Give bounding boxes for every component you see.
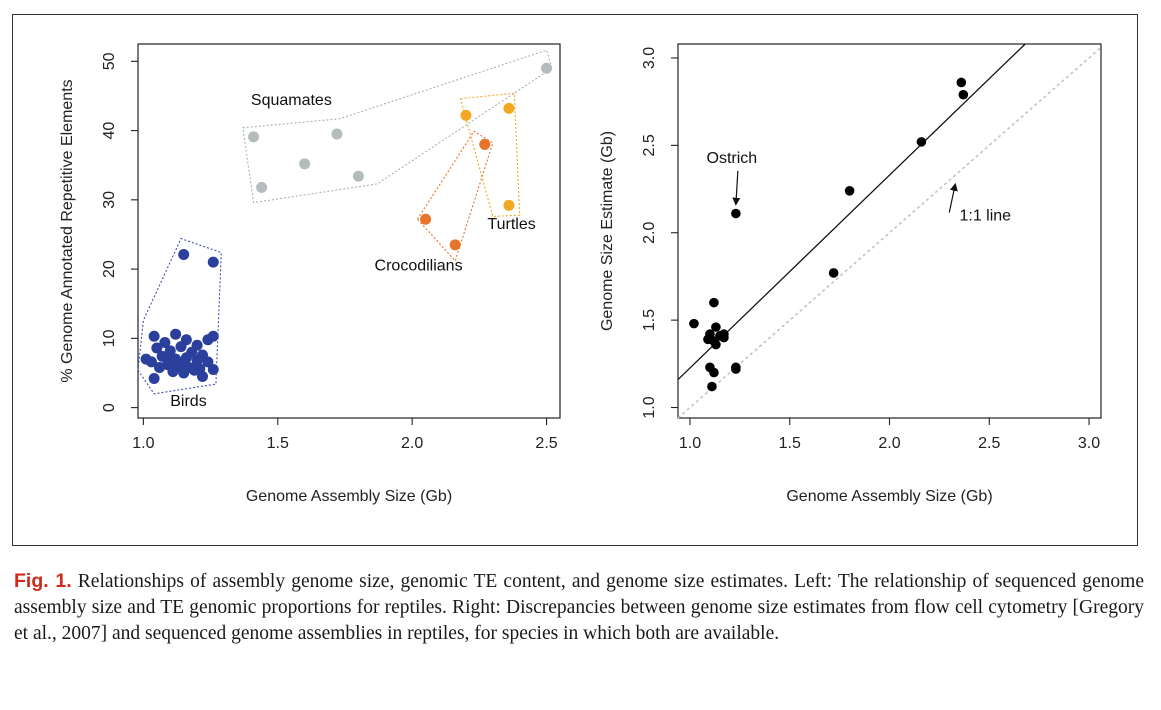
point-species bbox=[719, 332, 729, 343]
point-squamates bbox=[248, 131, 260, 143]
arrow-1-1-line bbox=[948, 182, 958, 213]
right-y-tick-label: 3.0 bbox=[641, 47, 658, 69]
point-species bbox=[689, 318, 699, 329]
point-birds bbox=[154, 361, 166, 373]
right-y-tick-label: 1.0 bbox=[641, 396, 658, 418]
point-crocodilians bbox=[420, 213, 432, 225]
figure-charts: 1.0 1.5 2.0 2.5 0 10 20 30 40 50 Genome Assembly S… bbox=[59, 43, 1102, 505]
figure-caption: Fig. 1. Relationships of assembly genome… bbox=[14, 568, 1144, 647]
left-y-tick-label: 10 bbox=[101, 329, 118, 347]
right-y-tick-label: 1.5 bbox=[641, 309, 658, 331]
point-birds bbox=[207, 364, 219, 376]
point-birds bbox=[164, 355, 176, 367]
right-x-tick-label: 1.5 bbox=[779, 435, 801, 452]
point-species bbox=[916, 137, 927, 147]
left-x-tick-label: 2.5 bbox=[535, 435, 557, 452]
fit-line bbox=[677, 43, 1026, 381]
label-crocodilians: Crocodilians bbox=[375, 257, 463, 274]
point-birds bbox=[140, 353, 152, 365]
left-y-tick-label: 0 bbox=[101, 403, 118, 412]
label-birds: Birds bbox=[170, 393, 206, 410]
caption-label: Fig. 1. bbox=[14, 570, 72, 592]
point-birds bbox=[175, 341, 187, 353]
point-species bbox=[711, 322, 721, 332]
label-1-1-line: 1:1 line bbox=[959, 208, 1011, 225]
point-species bbox=[709, 367, 719, 378]
point-birds bbox=[151, 342, 163, 354]
point-birds bbox=[202, 356, 214, 368]
left-y-tick-label: 20 bbox=[101, 260, 118, 278]
point-crocodilians bbox=[449, 239, 461, 251]
point-turtles bbox=[503, 102, 515, 114]
hull-crocodilians bbox=[416, 130, 494, 262]
label-ostrich: Ostrich bbox=[707, 150, 758, 167]
left-y-axis-label: % Genome Annotated Repetitive Elements bbox=[59, 79, 76, 382]
point-species bbox=[956, 77, 967, 88]
left-y-tick-label: 50 bbox=[101, 52, 118, 70]
hull-birds bbox=[137, 237, 222, 395]
point-birds bbox=[148, 330, 160, 342]
right-y-tick-label: 2.5 bbox=[641, 134, 658, 156]
label-turtles: Turtles bbox=[487, 216, 535, 233]
point-squamates bbox=[256, 181, 268, 193]
point-birds bbox=[164, 345, 176, 357]
label-squamates: Squamates bbox=[251, 92, 332, 109]
point-species bbox=[705, 329, 715, 339]
point-birds bbox=[167, 366, 179, 378]
point-birds bbox=[197, 370, 209, 382]
left-x-tick-label: 1.5 bbox=[267, 435, 289, 452]
left-x-tick-label: 1.0 bbox=[132, 435, 154, 452]
point-species bbox=[709, 297, 719, 308]
left-chart: 1.0 1.5 2.0 2.5 0 10 20 30 40 50 Genome Assembly S… bbox=[59, 43, 561, 505]
left-y-tick-label: 40 bbox=[101, 122, 118, 140]
point-birds bbox=[207, 330, 219, 342]
point-turtles bbox=[503, 199, 515, 211]
identity-line bbox=[677, 46, 1102, 419]
right-x-tick-label: 2.5 bbox=[978, 435, 1000, 452]
right-y-axis-label: Genome Size Estimate (Gb) bbox=[599, 131, 616, 331]
right-y-tick-label: 2.0 bbox=[641, 222, 658, 244]
point-birds bbox=[188, 364, 200, 376]
caption-text: Relationships of assembly genome size, g… bbox=[14, 571, 1145, 644]
left-y-tick-label: 30 bbox=[101, 191, 118, 209]
figure-frame bbox=[12, 14, 1138, 546]
right-chart: 1.0 1.5 2.0 2.5 3.0 1.0 1.5 2.0 2.5 3.0 Genome Ass… bbox=[599, 43, 1102, 505]
right-x-tick-label: 2.0 bbox=[878, 435, 900, 452]
point-species bbox=[731, 364, 741, 374]
point-species bbox=[844, 186, 855, 196]
point-squamates bbox=[331, 128, 343, 140]
point-crocodilians bbox=[479, 138, 491, 150]
left-x-axis-label: Genome Assembly Size (Gb) bbox=[246, 488, 452, 505]
point-species bbox=[958, 89, 969, 100]
point-squamates bbox=[299, 158, 311, 170]
right-x-tick-label: 1.0 bbox=[679, 435, 701, 452]
left-plot-box bbox=[137, 43, 561, 419]
point-birds bbox=[191, 355, 203, 367]
point-birds bbox=[207, 256, 219, 268]
left-x-tick-label: 2.0 bbox=[401, 435, 423, 452]
point-species bbox=[711, 339, 721, 350]
arrow-ostrich bbox=[732, 170, 741, 206]
point-squamates bbox=[352, 170, 364, 182]
point-species bbox=[731, 208, 741, 219]
right-x-axis-label: Genome Assembly Size (Gb) bbox=[786, 488, 992, 505]
hull-squamates bbox=[242, 49, 553, 204]
point-birds bbox=[178, 367, 190, 379]
point-birds bbox=[159, 337, 171, 349]
point-birds bbox=[178, 249, 190, 261]
point-species bbox=[828, 268, 839, 278]
point-species bbox=[707, 381, 717, 392]
point-turtles bbox=[460, 109, 472, 121]
point-birds bbox=[148, 373, 160, 385]
point-squamates bbox=[541, 62, 553, 74]
right-x-tick-label: 3.0 bbox=[1078, 435, 1100, 452]
hull-turtles bbox=[459, 92, 521, 218]
point-birds bbox=[175, 357, 187, 369]
point-birds bbox=[170, 328, 182, 340]
